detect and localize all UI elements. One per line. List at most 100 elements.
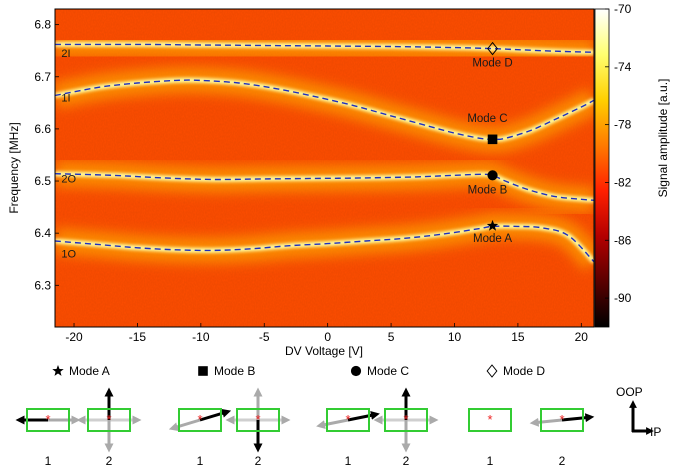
resonator-center-icon: * xyxy=(197,412,202,427)
x-tick-label: 15 xyxy=(511,330,525,344)
resonator-outline xyxy=(384,408,428,432)
resonator-outline xyxy=(540,408,584,432)
resonator-outline xyxy=(26,408,70,432)
mode-shape-4-1: *1 xyxy=(468,408,512,468)
legend-label: Mode B xyxy=(214,364,255,378)
marker-star-icon xyxy=(486,219,499,231)
colorbar-fill xyxy=(595,9,609,327)
resonator-center-icon: * xyxy=(487,412,492,427)
resonator-center-icon: * xyxy=(345,412,350,427)
x-axis-label: DV Voltage [V] xyxy=(285,344,363,358)
resonator-index-label: 1 xyxy=(345,454,352,468)
marker-label: Mode B xyxy=(468,185,508,197)
marker-square-icon xyxy=(487,134,498,145)
x-tick-label: -15 xyxy=(129,330,147,344)
legend-label: Mode D xyxy=(503,364,545,378)
colorbar-frame xyxy=(594,8,610,328)
mode-family-labels: 2I 1I 2O 1O xyxy=(61,48,76,261)
mode-shape-3-2: *2 xyxy=(373,387,439,468)
displacement-arrow-dark-icon xyxy=(199,408,232,422)
displacement-arrow-light-icon xyxy=(168,418,201,432)
mode-shape-3-1: *1 xyxy=(316,408,380,468)
mode-shape-2-1: *1 xyxy=(168,408,232,468)
resonator-index-label: 2 xyxy=(403,454,410,468)
displacement-arrow-light-icon xyxy=(316,418,349,430)
y-tick-label: 6.3 xyxy=(34,278,51,292)
legend-label: Mode A xyxy=(69,364,110,378)
marker-circle-icon xyxy=(487,170,498,181)
resonator-index-label: 2 xyxy=(559,454,566,468)
x-tick-label: -20 xyxy=(65,330,83,344)
mode-family-label: 2I xyxy=(61,48,70,60)
x-tick-label: -5 xyxy=(259,330,270,344)
x-tick-label: 10 xyxy=(448,330,462,344)
mode-legend: Mode A Mode B Mode C Mode D xyxy=(52,364,545,378)
displacement-arrow-dark-icon xyxy=(561,413,595,423)
resonator-index-label: 1 xyxy=(197,454,204,468)
x-tick-label: 0 xyxy=(324,330,331,344)
mode-shape-4-2: *2 xyxy=(529,408,595,468)
mode-fit-1o xyxy=(55,225,594,263)
colorbar-tick-label: -78 xyxy=(614,118,632,132)
resonator-outline xyxy=(326,408,370,432)
colorbar-tick-label: -90 xyxy=(614,291,632,305)
resonator-center-icon: * xyxy=(106,412,111,427)
y-tick-label: 6.5 xyxy=(34,174,51,188)
resonator-index-label: 2 xyxy=(106,454,113,468)
mode-family-label: 2O xyxy=(61,174,76,186)
resonator-center-icon: * xyxy=(559,412,564,427)
resonator-outline xyxy=(468,408,512,432)
legend-star-icon xyxy=(52,365,64,376)
colorbar: -70 -74 -78 -82 -86 -90 xyxy=(594,2,632,328)
mode-family-label: 1I xyxy=(61,92,70,104)
oop-ip-axes-indicator: OOP IP xyxy=(616,385,661,439)
y-axis-label: Frequency [MHz] xyxy=(7,122,21,213)
ip-axis-label: IP xyxy=(650,425,661,439)
x-tick-label: 20 xyxy=(575,330,589,344)
colorbar-tick-label: -74 xyxy=(614,60,632,74)
resonator-center-icon: * xyxy=(45,412,50,427)
mode-markers: Mode A Mode B Mode C Mode D xyxy=(467,41,513,245)
mode-family-label: 1O xyxy=(61,249,76,261)
y-tick-label: 6.6 xyxy=(34,122,51,136)
marker-diamond-icon xyxy=(487,41,498,56)
x-tick-label: 5 xyxy=(388,330,395,344)
legend-label: Mode C xyxy=(367,364,409,378)
displacement-arrow-light-icon xyxy=(529,417,563,427)
heatmap-plot: Mode A Mode B Mode C Mode D 2I 1I 2O 1O xyxy=(55,9,594,327)
marker-label: Mode A xyxy=(473,233,512,245)
resonator-index-label: 2 xyxy=(255,454,262,468)
x-tick-label: -10 xyxy=(192,330,210,344)
mode-fit-2i xyxy=(55,43,594,53)
mode-fit-2o xyxy=(55,173,594,201)
mode-shape-2-2: *2 xyxy=(225,387,291,468)
displacement-arrow-dark-icon xyxy=(347,410,380,422)
y-axis: 6.3 6.4 6.5 6.6 6.7 6.8 xyxy=(34,18,59,292)
resonator-index-label: 1 xyxy=(487,454,494,468)
y-tick-label: 6.4 xyxy=(34,226,51,240)
marker-label: Mode D xyxy=(472,57,512,69)
mode-fit-curves xyxy=(55,43,594,263)
y-tick-label: 6.8 xyxy=(34,18,51,32)
plot-frame xyxy=(54,8,595,328)
mode-shape-diagrams: *1*2*1*2*1*2*1*2 xyxy=(15,387,595,468)
mode-shape-1-1: *1 xyxy=(15,408,81,468)
marker-label: Mode C xyxy=(467,113,507,125)
colorbar-ticks: -70 -74 -78 -82 -86 -90 xyxy=(605,2,632,305)
resonator-outline xyxy=(236,408,280,432)
x-axis: -20 -15 -10 -5 0 5 10 15 20 xyxy=(65,323,588,344)
colorbar-tick-label: -86 xyxy=(614,233,632,247)
resonator-outline xyxy=(178,408,222,432)
oop-axis-label: OOP xyxy=(616,385,643,399)
mode-shape-1-2: *2 xyxy=(76,387,142,468)
resonator-center-icon: * xyxy=(403,412,408,427)
colorbar-tick-label: -70 xyxy=(614,2,632,16)
legend-diamond-icon xyxy=(486,364,498,378)
resonator-index-label: 1 xyxy=(45,454,52,468)
resonator-center-icon: * xyxy=(255,412,260,427)
colorbar-tick-label: -82 xyxy=(614,175,632,189)
legend-square-icon xyxy=(198,366,208,376)
legend-circle-icon xyxy=(350,365,362,377)
colorbar-label: Signal amplitude [a.u.] xyxy=(656,79,670,198)
